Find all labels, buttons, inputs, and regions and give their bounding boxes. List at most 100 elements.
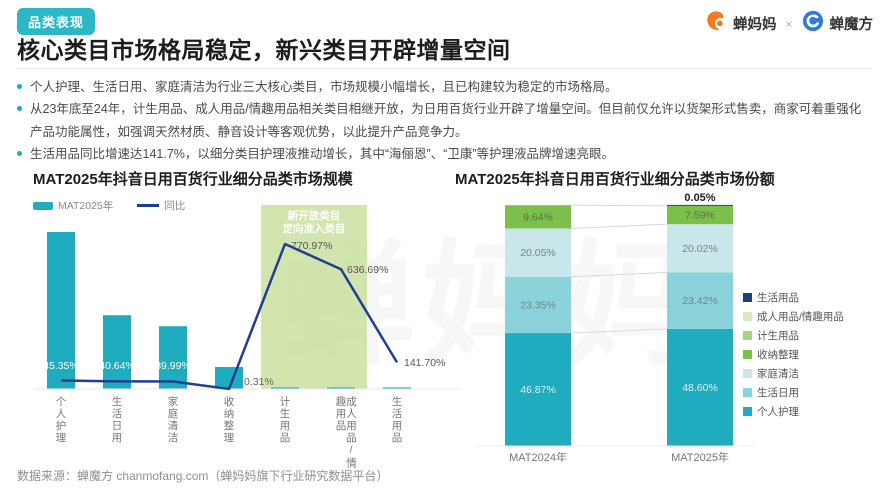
segment-生活日用 bbox=[505, 276, 571, 334]
right-chart-title: MAT2025年抖音日用百货行业细分品类市场份额 bbox=[455, 171, 775, 188]
bullet-dot-icon bbox=[17, 106, 22, 112]
title-divider bbox=[17, 68, 872, 69]
left-chart-categories: 个人护理 生活日用 家庭清洁 收纳整理 计生用品 成人用品/情趣用品 生活用品 bbox=[33, 396, 463, 476]
right-chart-plot: 46.87% 23.35% 20.05% 9.64% 48.60% 23.42% 20.02… bbox=[475, 192, 755, 464]
yoy-label: 39.99% bbox=[155, 360, 191, 372]
legend-item: 收纳整理 bbox=[743, 347, 844, 362]
page-title: 核心类目市场格局稳定，新兴类目开辟增量空间 bbox=[17, 37, 511, 63]
highlight-label: 定向准入类目 bbox=[282, 222, 346, 235]
connector-line bbox=[570, 271, 668, 278]
segment-收纳整理 bbox=[505, 205, 571, 229]
bullet-text: 个人护理、生活日用、家庭清洁为行业三大核心类目，市场规模小幅增长，且已构建较为稳… bbox=[30, 80, 618, 94]
new-category-highlight bbox=[261, 205, 367, 389]
legend-item: 成人用品/情趣用品 bbox=[743, 309, 844, 324]
legend-label: 生活用品 bbox=[757, 292, 799, 304]
category-label: 家庭清洁 bbox=[166, 396, 179, 444]
summary-bullets: 个人护理、生活日用、家庭清洁为行业三大核心类目，市场规模小幅增长，且已构建较为稳… bbox=[17, 76, 873, 165]
segment-label: 23.35% bbox=[520, 299, 556, 311]
legend-label: 同比 bbox=[164, 200, 186, 212]
connector-line bbox=[570, 204, 668, 207]
connector-line bbox=[570, 328, 668, 334]
connector-line bbox=[570, 223, 668, 229]
legend-swatch-icon bbox=[743, 407, 752, 416]
category-label: 成人用品/情趣用品 bbox=[334, 396, 358, 470]
line-swatch-icon bbox=[137, 204, 160, 207]
chanmama-logo-text: 蝉妈妈 bbox=[732, 17, 777, 33]
yoy-line bbox=[60, 242, 399, 391]
yoy-label: 770.97% bbox=[291, 240, 332, 252]
segment-家庭清洁 bbox=[667, 224, 733, 273]
data-source: 数据来源：蝉魔方 chanmofang.com（蝉妈妈旗下行业研究数据平台） bbox=[17, 469, 389, 483]
segment-label: 0.05% bbox=[684, 192, 715, 204]
segment-label: 46.87% bbox=[520, 384, 556, 396]
legend-label: MAT2025年 bbox=[58, 200, 114, 212]
bar-生活用品 bbox=[383, 387, 411, 389]
brand-logos: 蝉妈妈 × 蝉魔方 bbox=[705, 10, 873, 37]
segment-label: 9.64% bbox=[523, 211, 553, 223]
legend-item: 计生用品 bbox=[743, 328, 844, 343]
legend-item: 个人护理 bbox=[743, 404, 844, 419]
bullet-dot-icon bbox=[17, 150, 22, 156]
chanmama-logo-icon bbox=[705, 10, 727, 37]
bullet-text: 生活用品同比增速达141.7%，以细分类目护理液推动增长，其中“海俪恩”、“卫康… bbox=[30, 146, 615, 161]
market-share-chart: MAT2025年抖音日用百货行业细分品类市场份额 46.87% 23.35% 20.… bbox=[455, 168, 885, 466]
category-badge: 品类表现 bbox=[17, 8, 96, 35]
segment-label: 48.60% bbox=[682, 382, 718, 394]
bar-家庭清洁 bbox=[159, 326, 187, 389]
chanmofang-logo-icon bbox=[802, 10, 824, 37]
legend-item: 生活日用 bbox=[743, 385, 844, 400]
right-chart-legend: 生活用品成人用品/情趣用品计生用品收纳整理家庭清洁生活日用个人护理 bbox=[743, 290, 844, 423]
category-label: 收纳整理 bbox=[222, 396, 235, 444]
legend-item: 家庭清洁 bbox=[743, 366, 844, 381]
bar-生活日用 bbox=[103, 315, 131, 389]
x-axis-label: MAT2025年 bbox=[671, 450, 729, 464]
segment-label: 7.59% bbox=[685, 210, 715, 222]
legend-label: 个人护理 bbox=[757, 406, 799, 418]
legend-item: 生活用品 bbox=[743, 290, 844, 305]
legend-swatch-icon bbox=[743, 312, 752, 321]
legend-swatch-icon bbox=[743, 350, 752, 359]
yoy-label: 45.35% bbox=[43, 360, 79, 372]
chanmofang-logo-text: 蝉魔方 bbox=[829, 17, 874, 33]
x-axis-label: MAT2024年 bbox=[509, 450, 567, 464]
segment-收纳整理 bbox=[667, 205, 733, 225]
segment-生活日用 bbox=[667, 272, 733, 329]
bullet-dot-icon bbox=[17, 84, 22, 89]
legend-label: 生活日用 bbox=[757, 387, 799, 399]
bar-个人护理 bbox=[47, 232, 75, 389]
bar-成人用品/情趣用品 bbox=[327, 387, 355, 389]
yoy-label: 141.70% bbox=[404, 357, 445, 369]
segment-家庭清洁 bbox=[505, 228, 571, 277]
highlight-label: 新开放类目 bbox=[288, 209, 341, 222]
segment-label: 20.05% bbox=[520, 247, 556, 259]
legend-item-bar: MAT2025年 bbox=[33, 198, 113, 213]
legend-swatch-icon bbox=[743, 369, 752, 378]
segment-个人护理 bbox=[505, 333, 571, 446]
left-chart-title: MAT2025年抖音日用百货行业细分品类市场规模 bbox=[33, 171, 353, 188]
left-chart-legend: MAT2025年 同比 bbox=[33, 198, 463, 213]
legend-swatch-icon bbox=[743, 331, 752, 340]
bullet-item: 从23年底至24年，计生用品、成人用品/情趣用品相关类目相继开放，为日用百货行业… bbox=[17, 98, 873, 143]
yoy-label: 40.64% bbox=[99, 360, 135, 372]
legend-item-line: 同比 bbox=[137, 198, 185, 213]
segment-生活用品 bbox=[667, 204, 733, 206]
market-size-chart: MAT2025年抖音日用百货行业细分品类市场规模 MAT2025年 同比 新开放… bbox=[33, 168, 463, 476]
legend-label: 收纳整理 bbox=[757, 349, 799, 361]
bullet-item: 个人护理、生活日用、家庭清洁为行业三大核心类目，市场规模小幅增长，且已构建较为稳… bbox=[17, 76, 873, 98]
legend-label: 成人用品/情趣用品 bbox=[757, 311, 844, 323]
bar-计生用品 bbox=[271, 387, 299, 389]
segment-label: 20.02% bbox=[682, 243, 718, 255]
yoy-label: 0.31% bbox=[244, 376, 274, 388]
brand-separator: × bbox=[785, 16, 793, 31]
category-label: 生活用品 bbox=[390, 396, 403, 444]
segment-个人护理 bbox=[667, 328, 733, 446]
yoy-label: 636.69% bbox=[347, 264, 388, 276]
bullet-item: 生活用品同比增速达141.7%，以细分类目护理液推动增长，其中“海俪恩”、“卫康… bbox=[17, 143, 873, 165]
segment-label: 23.42% bbox=[682, 295, 718, 307]
legend-label: 家庭清洁 bbox=[757, 368, 799, 380]
bullet-text: 从23年底至24年，计生用品、成人用品/情趣用品相关类目相继开放，为日用百货行业… bbox=[30, 102, 862, 139]
category-label: 计生用品 bbox=[278, 396, 291, 444]
bar-swatch-icon bbox=[33, 201, 53, 210]
